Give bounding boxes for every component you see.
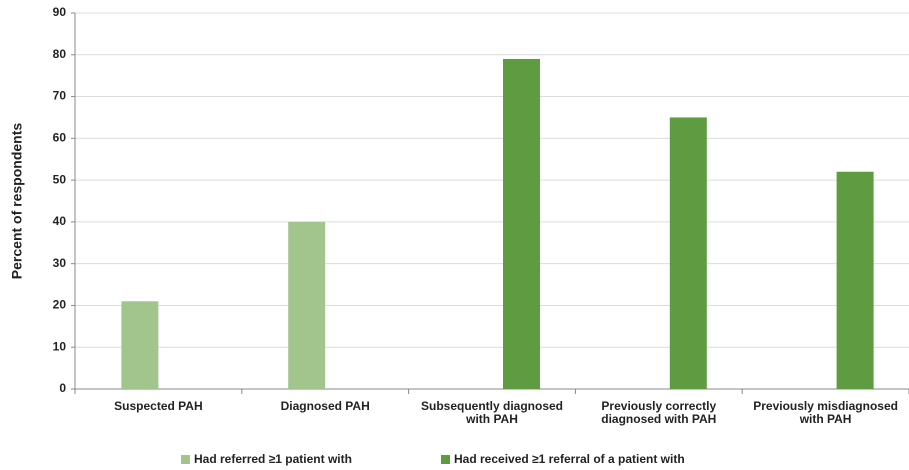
y-tick-label: 80 xyxy=(53,47,67,61)
x-tick-label: Previously correctly diagnosed with PAH xyxy=(601,399,717,426)
y-tick-label: 0 xyxy=(59,381,66,395)
y-axis-label: Percent of respondents xyxy=(9,123,25,280)
x-tick-label: Previously misdiagnosed with PAH xyxy=(753,399,898,426)
x-tick-label: Diagnosed PAH xyxy=(280,399,370,413)
bar xyxy=(503,58,540,389)
legend-item: Had received ≥1 referral of a patient wi… xyxy=(441,452,685,466)
legend-label: Had referred ≥1 patient with xyxy=(194,452,352,466)
y-tick-label: 10 xyxy=(53,339,67,353)
legend-swatch xyxy=(441,455,450,464)
y-tick-label: 30 xyxy=(53,256,67,270)
y-tick-label: 90 xyxy=(53,5,67,19)
y-tick-label: 50 xyxy=(53,172,67,186)
y-tick-label: 70 xyxy=(53,89,67,103)
bar xyxy=(836,171,874,389)
y-tick-label: 60 xyxy=(53,131,67,145)
bar xyxy=(669,117,707,389)
bar xyxy=(288,221,326,389)
legend-item: Had referred ≥1 patient with xyxy=(181,452,352,466)
x-tick-label: Subsequently diagnosed with PAH xyxy=(420,399,564,426)
legend-label: Had received ≥1 referral of a patient wi… xyxy=(454,452,685,466)
x-tick-label: Suspected PAH xyxy=(114,399,203,413)
legend-swatch xyxy=(181,455,190,464)
y-tick-label: 20 xyxy=(53,298,67,312)
bar xyxy=(121,301,159,389)
y-tick-label: 40 xyxy=(53,214,67,228)
